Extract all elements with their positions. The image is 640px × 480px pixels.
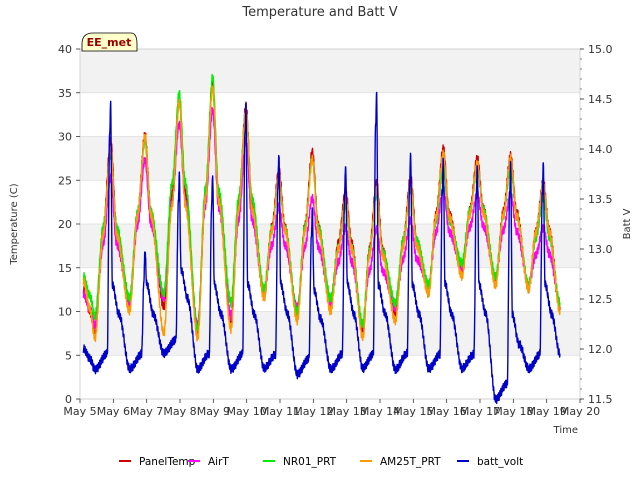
- y2-tick-label: 15.0: [588, 43, 613, 56]
- y-axis: 0 5 10 15 20 25 30 35 40: [58, 43, 80, 406]
- legend-label-airt: AirT: [208, 456, 229, 468]
- y-tick-label: 35: [58, 87, 72, 100]
- x-axis-label: Time: [553, 425, 578, 436]
- series-line-nr01_prt: [82, 73, 561, 333]
- x-tick-label: May 11: [260, 405, 300, 418]
- x-tick-label: May 12: [293, 405, 333, 418]
- series-line-paneltemp: [82, 80, 561, 338]
- x-tick-label: May 7: [130, 405, 163, 418]
- y-axis-label: Temperature (C): [9, 183, 20, 265]
- y-tick-label: 40: [58, 43, 72, 56]
- x-tick-label: May 6: [97, 405, 130, 418]
- x-tick-label: May 10: [227, 405, 267, 418]
- legend-label-paneltemp: PanelTemp: [139, 456, 196, 468]
- y2-axis-label: Batt V: [622, 208, 633, 239]
- x-tick-label: May 20: [560, 405, 600, 418]
- legend-label-nr01_prt: NR01_PRT: [283, 456, 337, 468]
- series-lines: [82, 73, 561, 405]
- y-tick-label: 5: [65, 349, 72, 362]
- y2-tick-label: 13.5: [588, 193, 613, 206]
- background-band: [80, 224, 580, 268]
- x-tick-label: May 18: [493, 405, 533, 418]
- x-tick-label: May 8: [163, 405, 196, 418]
- background-band: [80, 49, 580, 93]
- legend-label-batt_volt: batt_volt: [477, 456, 523, 468]
- series-line-am25t_prt: [82, 85, 561, 343]
- legend: PanelTemp AirT NR01_PRT AM25T_PRT batt_volt: [119, 456, 523, 468]
- x-tick-label: May 9: [197, 405, 230, 418]
- y-tick-label: 25: [58, 174, 72, 187]
- y-tick-label: 20: [58, 218, 72, 231]
- x-tick-label: May 17: [460, 405, 500, 418]
- x-tick-label: May 16: [427, 405, 467, 418]
- x-tick-label: May 13: [327, 405, 367, 418]
- y-tick-label: 10: [58, 306, 72, 319]
- x-tick-label: May 14: [360, 405, 400, 418]
- y2-tick-label: 14.5: [588, 93, 613, 106]
- series-line-batt_volt: [82, 91, 561, 405]
- y2-tick-label: 12.0: [588, 343, 613, 356]
- x-tick-label: May 15: [393, 405, 433, 418]
- y2-tick-label: 11.5: [588, 393, 613, 406]
- y2-tick-label: 14.0: [588, 143, 613, 156]
- y-tick-label: 15: [58, 262, 72, 275]
- y2-tick-label: 12.5: [588, 293, 613, 306]
- legend-label-am25t_prt: AM25T_PRT: [380, 456, 441, 468]
- annotation-box-shape: [81, 32, 138, 52]
- background-band: [80, 136, 580, 181]
- background-bands: [80, 49, 580, 356]
- x-tick-label: May 19: [527, 405, 567, 418]
- annotation-label: EE_met: [87, 36, 132, 49]
- annotation-box: EE_met: [81, 32, 138, 52]
- y-tick-label: 0: [65, 393, 72, 406]
- y2-tick-label: 13.0: [588, 243, 613, 256]
- y2-axis: 11.5 12.0 12.5 13.0 13.5 14.0 14.5 15.0: [580, 43, 613, 406]
- chart-title: Temperature and Batt V: [241, 5, 397, 20]
- x-tick-label: May 5: [63, 405, 96, 418]
- y-tick-label: 30: [58, 131, 72, 144]
